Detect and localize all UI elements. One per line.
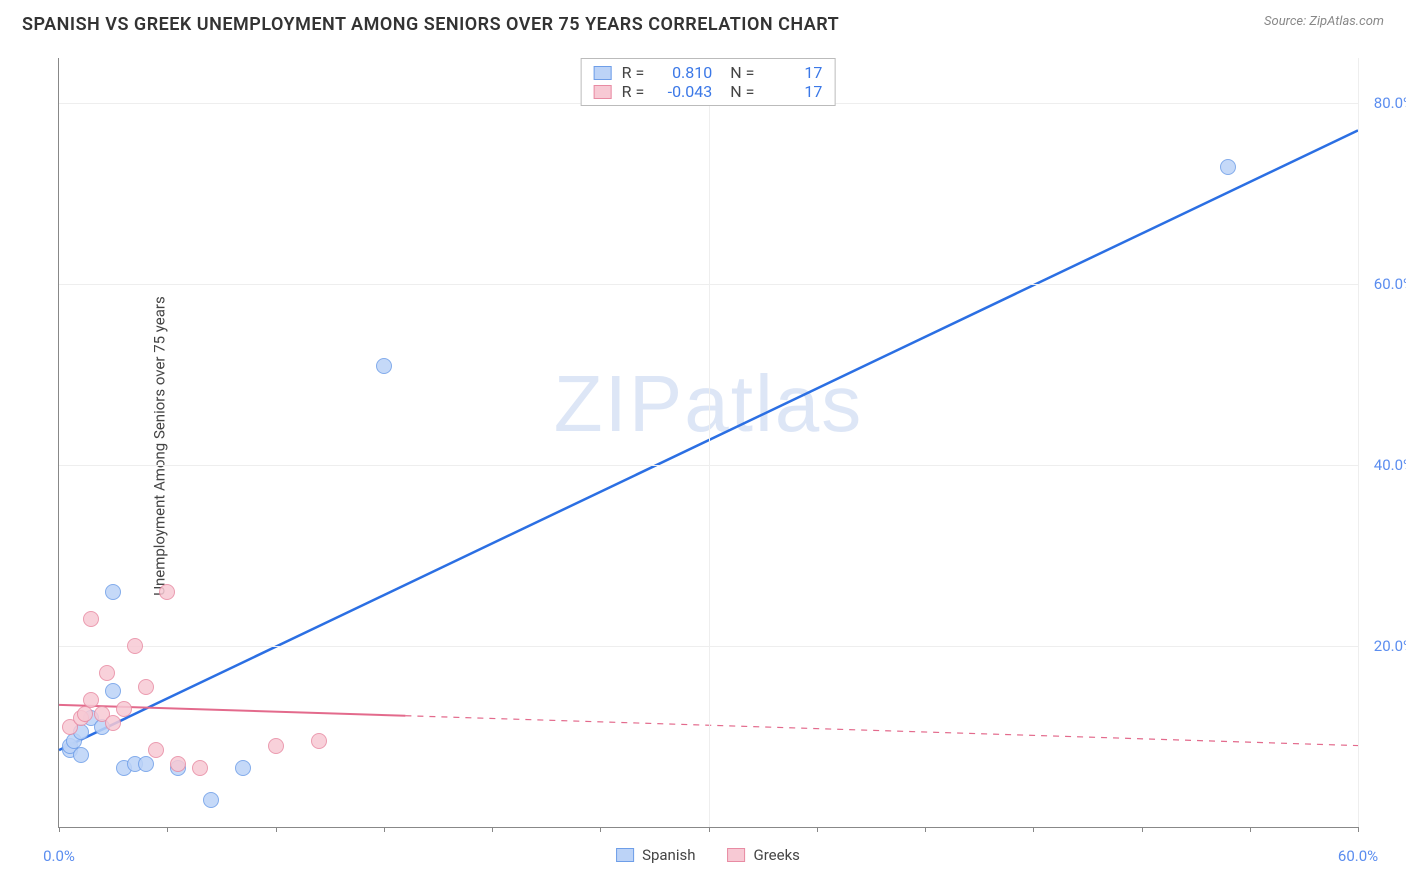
data-point [83, 611, 99, 627]
stats-legend: R = 0.810 N = 17 R = -0.043 N = 17 [581, 58, 836, 106]
data-point [1220, 159, 1236, 175]
legend-swatch [616, 848, 634, 862]
source-text: Source: ZipAtlas.com [1264, 14, 1384, 29]
data-point [376, 358, 392, 374]
chart-area: ZIPatlas 20.0%40.0%60.0%80.0%0.0%60.0% R… [58, 58, 1358, 828]
data-point [170, 756, 186, 772]
data-point [203, 792, 219, 808]
data-point [127, 638, 143, 654]
stat-r-value: 0.810 [654, 63, 712, 82]
data-point [73, 747, 89, 763]
data-point [159, 584, 175, 600]
legend-label: Greeks [754, 846, 800, 864]
stat-n-label: N = [722, 63, 754, 82]
y-tick-label: 60.0% [1374, 275, 1406, 293]
legend-item: Spanish [616, 846, 695, 864]
legend-item: Greeks [728, 846, 800, 864]
data-point [116, 701, 132, 717]
legend-swatch [594, 85, 612, 99]
y-tick-label: 40.0% [1374, 456, 1406, 474]
stat-r-label: R = [622, 63, 645, 82]
legend-swatch [728, 848, 746, 862]
y-tick-label: 20.0% [1374, 637, 1406, 655]
stat-r-label: R = [622, 82, 645, 101]
stats-legend-row: R = -0.043 N = 17 [594, 82, 823, 101]
x-tick-label: 0.0% [43, 847, 75, 865]
data-point [105, 584, 121, 600]
y-tick-label: 80.0% [1374, 94, 1406, 112]
data-point [148, 742, 164, 758]
plot-area: ZIPatlas 20.0%40.0%60.0%80.0%0.0%60.0% [58, 58, 1358, 828]
data-point [235, 760, 251, 776]
stat-n-value: 17 [764, 82, 822, 101]
data-point [311, 733, 327, 749]
legend-swatch [594, 66, 612, 80]
stat-r-value: -0.043 [654, 82, 712, 101]
data-point [192, 760, 208, 776]
data-point [268, 738, 284, 754]
data-point [83, 692, 99, 708]
data-point [105, 715, 121, 731]
data-point [105, 683, 121, 699]
data-point [138, 756, 154, 772]
stats-legend-row: R = 0.810 N = 17 [594, 63, 823, 82]
legend-label: Spanish [642, 846, 695, 864]
series-legend: Spanish Greeks [616, 846, 800, 864]
chart-title: SPANISH VS GREEK UNEMPLOYMENT AMONG SENI… [22, 14, 839, 35]
data-point [99, 665, 115, 681]
x-tick-label: 60.0% [1338, 847, 1378, 865]
data-point [138, 679, 154, 695]
stat-n-label: N = [722, 82, 754, 101]
stat-n-value: 17 [764, 63, 822, 82]
